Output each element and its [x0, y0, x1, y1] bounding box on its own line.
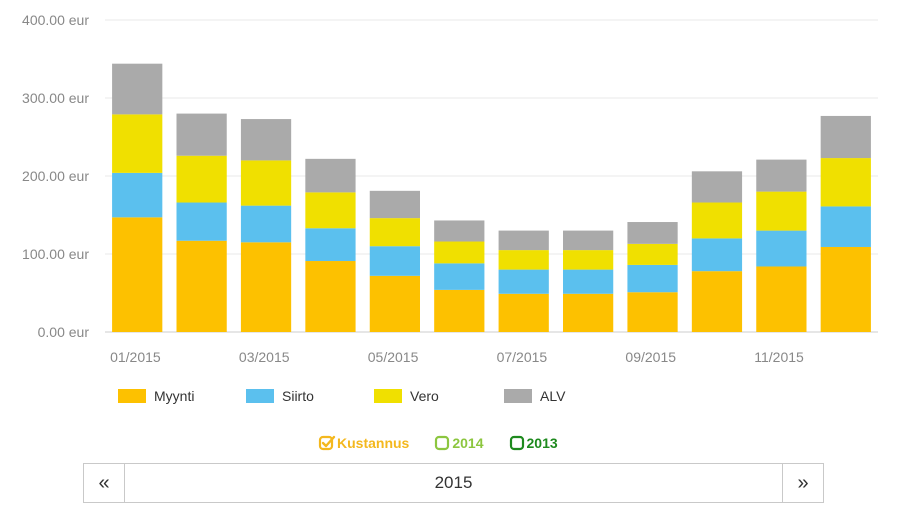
legend-swatch [118, 389, 146, 403]
bar-segment-vero[interactable] [305, 192, 356, 229]
checked-box-icon [318, 435, 336, 451]
bar-segment-vero[interactable] [112, 114, 163, 173]
y-axis-labels: 0.00 eur 100.00 eur 200.00 eur 300.00 eur 40… [22, 12, 89, 340]
bar-segment-vero[interactable] [498, 250, 549, 270]
bar-segment-alv[interactable] [627, 222, 678, 244]
legend-item-myynti[interactable]: Myynti [118, 388, 246, 404]
bar-segment-vero[interactable] [176, 155, 227, 203]
bar-segment-alv[interactable] [240, 119, 292, 161]
bar-segment-alv[interactable] [563, 230, 614, 251]
x-tick-label: 01/2015 [110, 349, 161, 365]
x-tick-label: 07/2015 [497, 349, 548, 365]
year-navigator: « 2015 » [83, 463, 824, 503]
bar-segment-siirto[interactable] [240, 205, 292, 243]
y-tick-label: 300.00 eur [22, 90, 89, 106]
bar-segment-alv[interactable] [369, 190, 420, 219]
comparison-toggles: Kustannus 2014 2013 [318, 432, 582, 454]
toggle-label: 2014 [452, 435, 484, 451]
bars [112, 63, 871, 332]
legend-item-vero[interactable]: Vero [374, 388, 504, 404]
unchecked-box-icon [509, 435, 524, 451]
toggle-2013[interactable]: 2013 [508, 434, 558, 452]
gridlines [105, 19, 878, 333]
legend-swatch [504, 389, 532, 403]
bar-segment-siirto[interactable] [176, 202, 227, 241]
bar-segment-alv[interactable] [691, 171, 743, 203]
bar-segment-myynti[interactable] [627, 292, 678, 332]
y-tick-label: 100.00 eur [22, 246, 89, 262]
x-tick-label: 05/2015 [368, 349, 419, 365]
bar-segment-vero[interactable] [691, 202, 743, 239]
bar-segment-vero[interactable] [369, 218, 420, 247]
x-tick-label: 03/2015 [239, 349, 290, 365]
legend: Myynti Siirto Vero ALV [118, 386, 632, 406]
bar-segment-alv[interactable] [434, 220, 485, 242]
legend-label: Siirto [282, 388, 314, 404]
bar-segment-siirto[interactable] [627, 264, 678, 293]
current-year: 2015 [434, 473, 473, 492]
toggle-2014[interactable]: 2014 [433, 434, 484, 452]
bar-segment-siirto[interactable] [369, 246, 420, 276]
bar-segment-siirto[interactable] [820, 206, 871, 247]
x-tick-label: 11/2015 [754, 349, 804, 365]
bar-segment-alv[interactable] [112, 63, 163, 115]
y-tick-label: 400.00 eur [22, 12, 89, 28]
legend-item-siirto[interactable]: Siirto [246, 388, 374, 404]
bar-segment-myynti[interactable] [240, 242, 292, 332]
legend-label: ALV [540, 388, 566, 404]
unchecked-box-icon [435, 435, 450, 451]
bar-segment-myynti[interactable] [112, 217, 163, 332]
bar-segment-myynti[interactable] [498, 293, 549, 332]
x-tick-label: 09/2015 [625, 349, 676, 365]
bar-segment-siirto[interactable] [563, 269, 614, 294]
legend-item-alv[interactable]: ALV [504, 388, 632, 404]
bar-segment-siirto[interactable] [434, 263, 485, 290]
bar-segment-myynti[interactable] [434, 289, 485, 332]
stacked-bar-chart: 0.00 eur 100.00 eur 200.00 eur 300.00 eur 40… [22, 12, 878, 365]
bar-segment-myynti[interactable] [820, 246, 871, 332]
bar-segment-siirto[interactable] [498, 269, 549, 294]
bar-segment-myynti[interactable] [691, 271, 743, 332]
legend-swatch [246, 389, 274, 403]
previous-year-button[interactable]: « [84, 464, 125, 502]
legend-swatch [374, 389, 402, 403]
bar-segment-alv[interactable] [176, 113, 227, 156]
toggle-label: Kustannus [337, 435, 410, 451]
bar-segment-vero[interactable] [563, 250, 614, 270]
bar-segment-myynti[interactable] [369, 275, 420, 332]
bar-segment-siirto[interactable] [305, 228, 356, 262]
bar-segment-siirto[interactable] [756, 230, 807, 267]
bar-segment-myynti[interactable] [756, 266, 807, 332]
bar-segment-myynti[interactable] [176, 240, 227, 332]
bar-segment-vero[interactable] [627, 243, 678, 265]
legend-label: Myynti [154, 388, 195, 404]
bar-segment-alv[interactable] [756, 159, 807, 192]
bar-segment-vero[interactable] [820, 158, 871, 207]
toggle-kustannus[interactable]: Kustannus [318, 434, 409, 452]
bar-segment-alv[interactable] [820, 115, 871, 159]
bar-segment-siirto[interactable] [691, 238, 743, 272]
bar-segment-alv[interactable] [305, 158, 356, 193]
legend-label: Vero [410, 388, 439, 404]
next-year-button[interactable]: » [782, 464, 823, 502]
bar-segment-vero[interactable] [434, 241, 485, 264]
bar-segment-myynti[interactable] [305, 261, 356, 332]
x-axis-labels: 01/2015 03/2015 05/2015 07/2015 09/2015 11/20… [110, 349, 804, 365]
y-tick-label: 200.00 eur [22, 168, 89, 184]
bar-segment-alv[interactable] [498, 230, 549, 251]
bar-segment-vero[interactable] [240, 160, 292, 206]
toggle-label: 2013 [526, 435, 558, 451]
y-tick-label: 0.00 eur [38, 324, 90, 340]
bar-segment-siirto[interactable] [112, 172, 163, 218]
bar-segment-myynti[interactable] [563, 293, 614, 332]
bar-segment-vero[interactable] [756, 191, 807, 231]
